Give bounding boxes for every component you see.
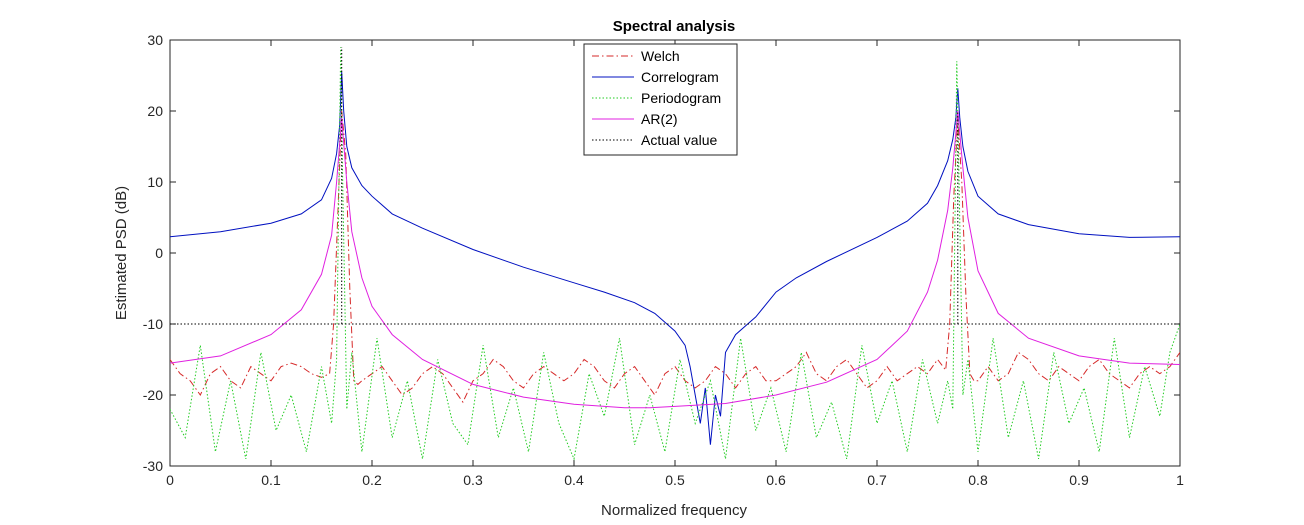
x-tick-label: 0	[166, 472, 174, 488]
y-tick-label: 20	[147, 103, 163, 119]
x-tick-label: 0.8	[968, 472, 988, 488]
series-line-ar-2	[170, 110, 1180, 409]
legend-entry: Correlogram	[641, 69, 719, 85]
legend-entry: Actual value	[641, 132, 717, 148]
x-tick-label: 0.7	[867, 472, 887, 488]
y-tick-label: 30	[147, 32, 163, 48]
legend-box	[583, 43, 738, 156]
x-tick-label: 0.5	[665, 472, 685, 488]
y-tick-label: 10	[147, 174, 163, 190]
y-tick-label: -30	[143, 458, 163, 474]
y-tick-label: -10	[143, 316, 163, 332]
x-tick-label: 0.2	[362, 472, 382, 488]
x-tick-label: 0.4	[564, 472, 584, 488]
x-tick-label: 0.9	[1069, 472, 1089, 488]
y-axis-label: Estimated PSD (dB)	[113, 186, 130, 320]
legend: Welch Correlogram Periodogram AR(2) Actual v…	[583, 43, 738, 156]
y-tick-label: 0	[155, 245, 163, 261]
x-tick-label: 0.3	[463, 472, 483, 488]
x-tick-label: 0.6	[766, 472, 786, 488]
chart-title: Spectral analysis	[613, 18, 736, 35]
x-tick-label: 1	[1176, 472, 1184, 488]
legend-entry: Welch	[641, 48, 680, 64]
series-line-correlogram	[170, 71, 1180, 445]
x-axis-label: Normalized frequency	[601, 502, 747, 519]
legend-entry: AR(2)	[641, 111, 678, 127]
plot-area: 0 0.1 0.2 0.3 0.4 0.5 0.6 0.7 0.8 0.9 1 -30 -20 -10 0 1…	[143, 32, 1184, 488]
x-tick-label: 0.1	[261, 472, 281, 488]
legend-entry: Periodogram	[641, 90, 721, 106]
y-tick-label: -20	[143, 387, 163, 403]
series-line-welch	[170, 110, 1180, 404]
